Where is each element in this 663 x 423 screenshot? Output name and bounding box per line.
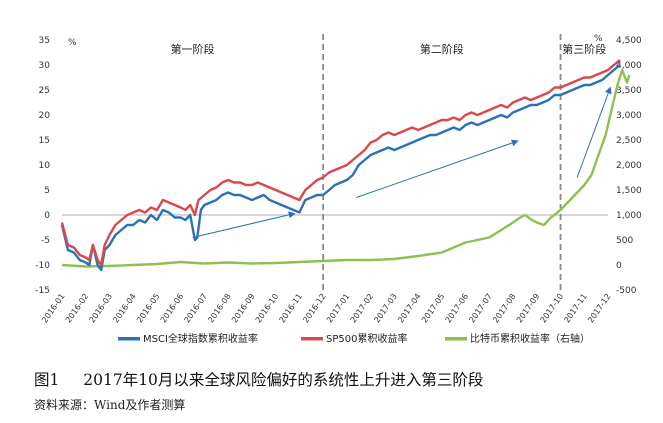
series-lines	[60, 59, 631, 272]
left-tick-label: 35	[39, 36, 50, 46]
right-tick-label: -500	[616, 286, 637, 296]
x-tick-label: 2017-12	[586, 292, 613, 325]
right-tick-label: 0	[616, 261, 622, 271]
legend: MSCI全球指数累积收益率 SP500累积收益率 比特币累积收益率（右轴）	[118, 332, 590, 345]
right-tick-label: 4,500	[616, 36, 642, 46]
left-tick-label: 30	[39, 61, 51, 71]
left-axis-unit: %	[68, 38, 77, 48]
phase-dividers	[322, 34, 562, 292]
left-tick-label: 20	[39, 111, 51, 121]
right-tick-label: 3,000	[616, 111, 642, 121]
left-tick-label: 15	[39, 136, 50, 146]
legend-label: 比特币累积收益率（右轴）	[470, 332, 590, 345]
right-tick-label: 4,000	[616, 61, 642, 71]
x-axis: 2016-012016-022016-032016-042016-052016-…	[40, 214, 613, 325]
series-line	[60, 59, 621, 267]
right-tick-label: 1,500	[616, 186, 642, 196]
figure-title: 2017年10月以来全球风险偏好的系统性上升进入第三阶段	[83, 371, 484, 389]
legend-swatch	[445, 337, 467, 341]
legend-swatch	[118, 337, 140, 341]
chart: 35 30 25 20 15 10 5 0 -5 -10 -15% 4,500 4,000 3,500 3…	[35, 34, 642, 345]
figure-source: 资料来源：Wind及作者测算	[34, 398, 186, 412]
left-tick-label: -10	[35, 261, 50, 271]
phase-label: 第一阶段	[171, 42, 215, 56]
right-tick-label: 2,000	[616, 161, 642, 171]
figure-number: 图1	[34, 371, 60, 389]
series-line	[61, 68, 631, 268]
legend-label: MSCI全球指数累积收益率	[143, 332, 258, 345]
trend-arrows	[192, 86, 612, 238]
legend-label: SP500累积收益率	[326, 332, 407, 345]
phase-labels: 第一阶段 第二阶段 第三阶段	[171, 42, 607, 56]
legend-swatch	[301, 337, 323, 341]
trend-arrow	[192, 211, 296, 238]
trend-arrow	[356, 139, 519, 198]
right-axis: 4,500 4,000 3,500 3,000 2,500 2,000 1,500 1,000…	[594, 34, 642, 296]
right-tick-label: 1,000	[616, 211, 642, 221]
left-axis: 35 30 25 20 15 10 5 0 -5 -10 -15%	[35, 36, 77, 296]
phase-label: 第三阶段	[562, 42, 606, 56]
right-tick-label: 500	[616, 236, 633, 246]
left-tick-label: 0	[44, 211, 50, 221]
left-tick-label: 10	[39, 161, 51, 171]
right-axis-unit: %	[594, 34, 603, 44]
left-tick-label: -15	[35, 286, 50, 296]
right-tick-label: 3,500	[616, 86, 642, 96]
left-tick-label: -5	[41, 236, 50, 246]
phase-label: 第二阶段	[420, 42, 464, 56]
left-tick-label: 5	[44, 186, 50, 196]
left-tick-label: 25	[39, 86, 50, 96]
right-tick-label: 2,500	[616, 136, 642, 146]
figure-caption: 图1 2017年10月以来全球风险偏好的系统性上升进入第三阶段	[34, 368, 483, 390]
series-line	[60, 64, 621, 272]
trend-arrow	[576, 86, 612, 178]
